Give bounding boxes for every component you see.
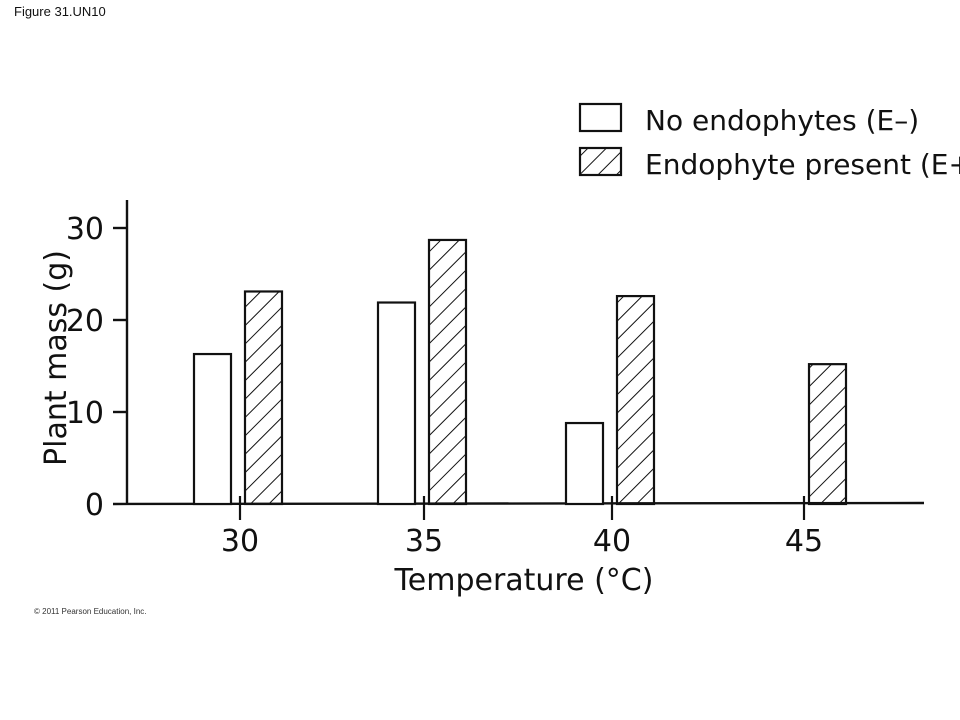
legend-swatch-hatched (578, 146, 623, 177)
legend-label-open: No endophytes (E–) (645, 104, 919, 137)
figure-label: Figure 31.UN10 (14, 4, 106, 19)
y-tick-label: 10 (66, 396, 104, 431)
bar-endophyte-present (807, 363, 848, 506)
legend: No endophytes (E–) Endophyte present (E+… (578, 102, 960, 181)
bar-no-endophytes (376, 301, 417, 506)
copyright-notice: © 2011 Pearson Education, Inc. (34, 607, 147, 616)
y-tick-label: 20 (66, 304, 104, 339)
bar-endophyte-present (615, 294, 656, 506)
bar-endophyte-present (427, 238, 468, 506)
x-tick-label: 45 (785, 524, 823, 559)
x-tick-label: 35 (405, 524, 443, 559)
x-ticks: 30 35 40 45 (221, 496, 823, 559)
y-tick-label: 0 (85, 488, 104, 523)
y-tick-label: 30 (66, 212, 104, 247)
legend-swatch-open (578, 102, 623, 133)
legend-label-hatched: Endophyte present (E+) (645, 148, 960, 181)
x-axis (112, 501, 925, 506)
x-tick-label: 40 (593, 524, 631, 559)
bar-no-endophytes (192, 352, 233, 506)
x-axis-label: Temperature (°C) (394, 563, 654, 598)
bar-endophyte-present (243, 290, 284, 506)
y-axis-label: Plant mass (g) (39, 250, 74, 466)
x-tick-label: 30 (221, 524, 259, 559)
y-ticks: 0 10 20 30 (66, 212, 127, 523)
bar-no-endophytes (564, 421, 605, 506)
bars (192, 238, 848, 506)
